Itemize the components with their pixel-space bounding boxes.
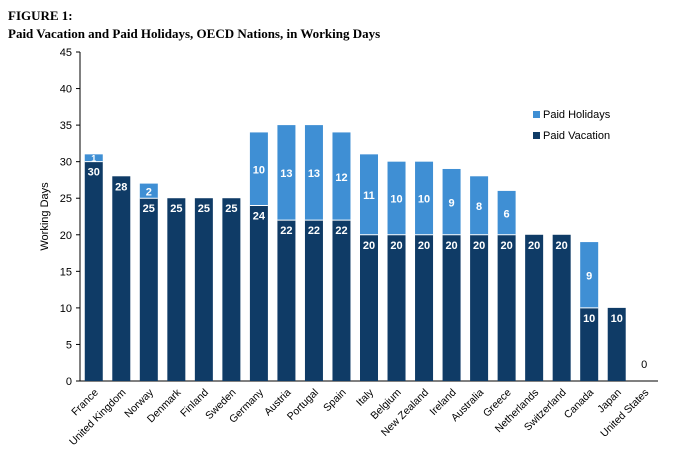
data-label-paid-vacation: 10 bbox=[583, 313, 595, 325]
data-label-paid-vacation: 20 bbox=[500, 240, 512, 252]
legend-swatch-paid-holidays bbox=[533, 111, 540, 118]
bar-paid-holidays bbox=[332, 132, 351, 221]
bar-paid-vacation bbox=[139, 198, 158, 381]
data-label-paid-vacation: 20 bbox=[445, 240, 457, 252]
bar-paid-vacation bbox=[84, 161, 103, 381]
x-tick-label: Italy bbox=[354, 386, 377, 409]
bar-paid-holidays bbox=[387, 161, 406, 235]
x-tick-label: Spain bbox=[321, 387, 349, 415]
data-label-paid-vacation: 20 bbox=[418, 240, 430, 252]
data-label-paid-holidays: 13 bbox=[308, 168, 320, 180]
bar-paid-holidays bbox=[249, 132, 268, 206]
x-tick-label: Canada bbox=[562, 387, 597, 422]
legend-swatch-paid-vacation bbox=[533, 132, 540, 139]
y-tick-label: 10 bbox=[60, 303, 72, 315]
bar-paid-vacation bbox=[112, 176, 131, 381]
bar-paid-vacation bbox=[497, 234, 516, 381]
y-tick-label: 0 bbox=[66, 376, 72, 388]
data-label-paid-holidays: 9 bbox=[449, 197, 455, 209]
y-tick-label: 5 bbox=[66, 339, 72, 351]
y-tick-label: 15 bbox=[60, 266, 72, 278]
data-label-paid-vacation: 25 bbox=[225, 203, 237, 215]
data-label-paid-holidays: 13 bbox=[280, 168, 292, 180]
y-tick-label: 25 bbox=[60, 193, 72, 205]
bar-paid-vacation bbox=[360, 234, 378, 381]
figure-number: FIGURE 1: bbox=[8, 8, 73, 23]
bar-paid-vacation bbox=[332, 220, 351, 381]
data-label-paid-vacation: 22 bbox=[335, 225, 347, 237]
y-tick-label: 45 bbox=[60, 47, 72, 59]
bar-paid-holidays bbox=[415, 161, 434, 235]
data-label-paid-vacation: 20 bbox=[390, 240, 402, 252]
data-label-paid-vacation: 0 bbox=[641, 359, 647, 371]
bar-paid-holidays bbox=[360, 154, 378, 235]
data-label-paid-vacation: 20 bbox=[363, 240, 375, 252]
data-label-paid-holidays: 8 bbox=[476, 201, 482, 213]
bar-paid-holidays bbox=[580, 242, 599, 308]
bar-paid-vacation bbox=[442, 234, 461, 381]
y-axis-label: Working Days bbox=[39, 182, 51, 251]
data-label-paid-vacation: 20 bbox=[473, 240, 485, 252]
legend-label-paid-holidays: Paid Holidays bbox=[543, 109, 611, 121]
data-label-paid-holidays: 1 bbox=[91, 154, 96, 164]
data-label-paid-holidays: 10 bbox=[418, 194, 430, 206]
data-label-paid-vacation: 22 bbox=[280, 225, 292, 237]
bar-paid-vacation bbox=[222, 198, 241, 381]
figure-title: Paid Vacation and Paid Holidays, OECD Na… bbox=[8, 26, 381, 41]
legend-label-paid-vacation: Paid Vacation bbox=[543, 130, 610, 142]
y-tick-label: 30 bbox=[60, 157, 72, 169]
bar-paid-vacation bbox=[194, 198, 213, 381]
bar-paid-holidays bbox=[277, 125, 296, 221]
data-label-paid-vacation: 25 bbox=[198, 203, 210, 215]
data-label-paid-vacation: 20 bbox=[528, 240, 540, 252]
data-label-paid-vacation: 10 bbox=[611, 313, 623, 325]
data-label-paid-holidays: 6 bbox=[504, 208, 510, 220]
data-label-paid-vacation: 22 bbox=[308, 225, 320, 237]
y-tick-label: 40 bbox=[60, 84, 72, 96]
data-label-paid-vacation: 25 bbox=[143, 203, 155, 215]
bar-paid-vacation bbox=[277, 220, 296, 381]
data-label-paid-vacation: 25 bbox=[170, 203, 182, 215]
data-label-paid-holidays: 9 bbox=[586, 270, 592, 282]
bar-paid-holidays bbox=[470, 176, 489, 235]
bar-paid-vacation bbox=[415, 234, 434, 381]
y-tick-label: 20 bbox=[60, 230, 72, 242]
data-label-paid-holidays: 11 bbox=[363, 190, 375, 202]
bar-paid-holidays bbox=[139, 183, 158, 199]
bar-paid-vacation bbox=[470, 234, 489, 381]
bar-paid-vacation bbox=[304, 220, 323, 381]
bar-paid-holidays bbox=[442, 168, 461, 235]
bar-paid-vacation bbox=[607, 307, 626, 381]
bar-paid-vacation bbox=[387, 234, 406, 381]
data-label-paid-holidays: 10 bbox=[390, 194, 402, 206]
data-label-paid-holidays: 2 bbox=[146, 186, 152, 198]
data-label-paid-holidays: 12 bbox=[335, 172, 347, 184]
bar-paid-vacation bbox=[525, 234, 544, 381]
data-label-paid-vacation: 28 bbox=[115, 181, 127, 193]
bar-paid-vacation bbox=[167, 198, 186, 381]
bar-paid-vacation bbox=[249, 205, 268, 381]
bar-paid-holidays bbox=[84, 154, 103, 162]
data-label-paid-vacation: 24 bbox=[253, 211, 266, 223]
bar-paid-holidays bbox=[497, 190, 516, 235]
bar-paid-vacation bbox=[580, 307, 599, 381]
bar-paid-vacation bbox=[552, 234, 571, 381]
bar-paid-holidays bbox=[304, 125, 323, 221]
data-label-paid-vacation: 20 bbox=[556, 240, 568, 252]
data-label-paid-holidays: 10 bbox=[253, 164, 265, 176]
data-label-paid-vacation: 30 bbox=[88, 167, 100, 179]
y-tick-label: 35 bbox=[60, 120, 72, 132]
